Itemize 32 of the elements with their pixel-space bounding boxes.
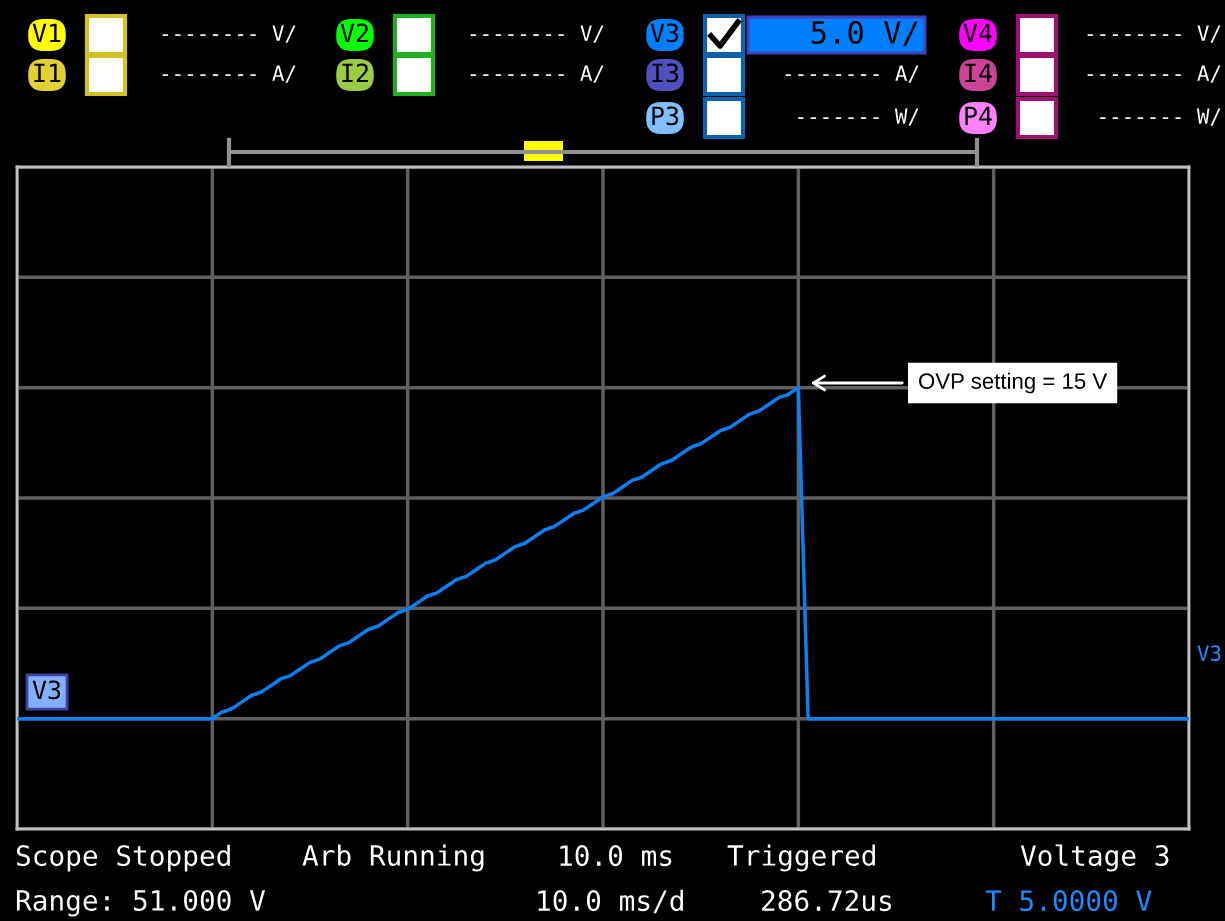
text: I4	[965, 63, 992, 82]
text: ------- W/	[798, 108, 919, 126]
text: ------- W/	[1100, 108, 1221, 126]
text: P4	[965, 106, 992, 125]
text: 10.0 ms/d	[538, 889, 683, 914]
annotation: V3	[32, 680, 61, 700]
text: Arb Running	[302, 844, 484, 872]
text: I3	[652, 63, 679, 83]
text: Scope Stopped	[16, 844, 230, 872]
text: 286.72us	[762, 890, 892, 912]
text: Voltage 3	[1020, 844, 1169, 872]
text: V3	[650, 23, 679, 43]
text: -------- V/	[162, 25, 296, 43]
text: V4	[963, 23, 992, 42]
text: V2	[340, 23, 368, 42]
text: -------- A/	[1087, 65, 1221, 83]
text: 5.0 V/	[811, 20, 918, 47]
text: -------- V/	[1087, 25, 1221, 43]
text: I2	[342, 63, 368, 82]
text: Triggered	[727, 844, 875, 872]
text: P3	[652, 106, 679, 126]
text: V3	[1197, 645, 1221, 662]
text: I1	[34, 63, 61, 82]
text: Range: 51.000 V	[16, 889, 266, 917]
text: -------- A/	[785, 65, 919, 83]
annotation: OVP setting = 15 V	[919, 372, 1108, 394]
text: V1	[32, 23, 61, 42]
text: T 5.0000 V	[985, 890, 1152, 912]
text: -------- A/	[470, 65, 604, 83]
text: -------- V/	[470, 25, 604, 43]
text: -------- A/	[162, 65, 296, 83]
text: 10.0 ms	[560, 845, 672, 867]
